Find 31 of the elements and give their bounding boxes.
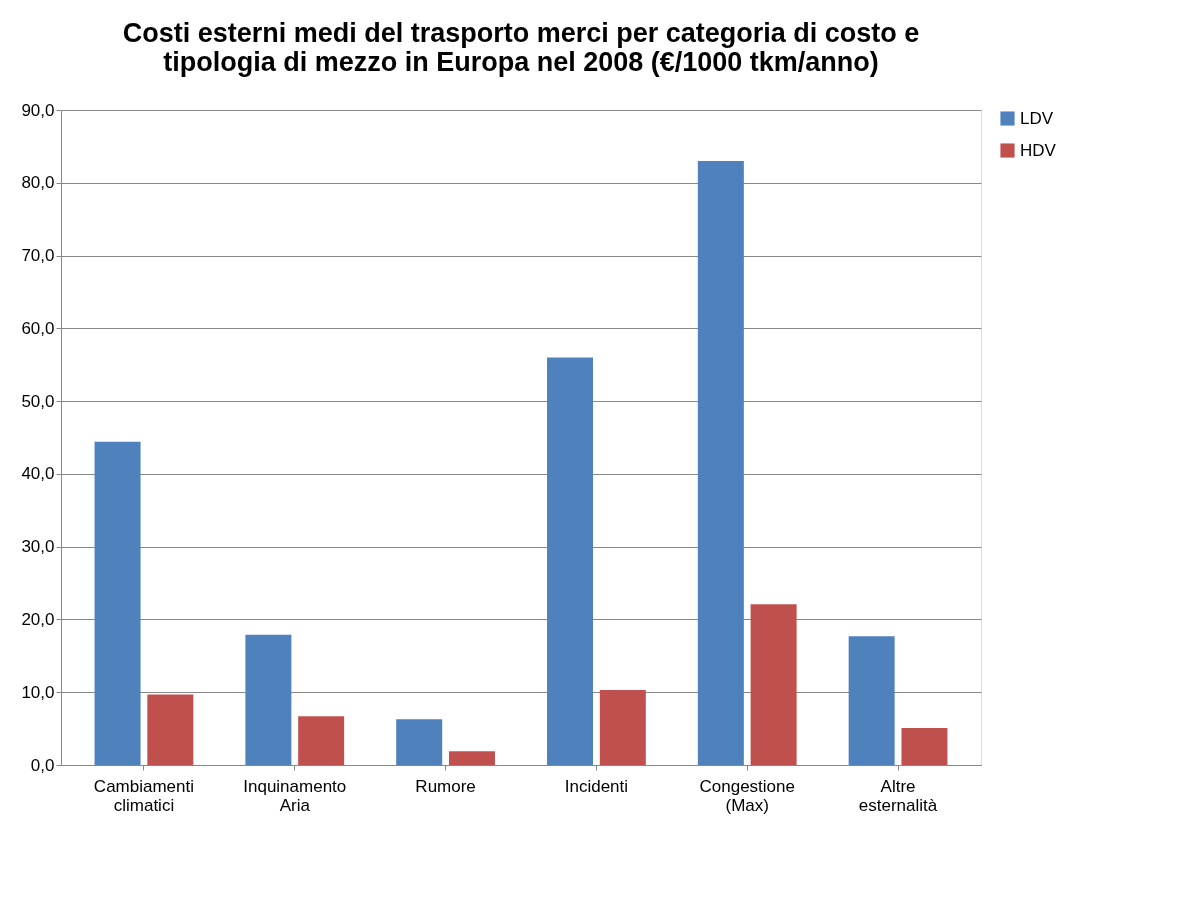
bar <box>599 690 646 765</box>
y-tick-label: 10,0 <box>21 682 55 702</box>
x-tick-label: Congestione (Max) <box>699 776 795 815</box>
y-tick-label: 40,0 <box>21 464 55 484</box>
bar <box>697 160 744 765</box>
y-tick-label: 80,0 <box>21 173 55 193</box>
legend-label: HDV <box>1020 140 1057 160</box>
bar <box>245 634 292 765</box>
bar <box>547 357 594 765</box>
x-tick-label: Altre esternalità <box>858 776 938 815</box>
x-tick-label: Rumore <box>415 776 476 796</box>
bar <box>901 727 948 765</box>
y-tick-label: 30,0 <box>21 537 55 557</box>
x-tick-label: Cambiamenti climatici <box>93 776 195 815</box>
y-tick-label: 0,0 <box>30 755 55 775</box>
y-tick-label: 60,0 <box>21 318 55 338</box>
bar <box>848 636 895 765</box>
x-tick-label: Inquinamento Aria <box>243 776 347 815</box>
x-tick-label: Incidenti <box>564 776 629 796</box>
y-tick-label: 50,0 <box>21 391 55 411</box>
y-tick-label: 20,0 <box>21 609 55 629</box>
chart-title: Costi esterni medi del trasporto merci per categoria di costo e tipologia di mezzo in Europa nel 2008 (€/1000 tkm/anno) <box>122 18 920 77</box>
bar <box>298 716 345 765</box>
bar <box>448 751 495 765</box>
legend-label: LDV <box>1020 108 1054 128</box>
y-tick-label: 90,0 <box>21 100 55 120</box>
y-tick-label: 70,0 <box>21 246 55 266</box>
bar <box>396 719 443 765</box>
bar <box>94 441 141 765</box>
bar <box>147 694 194 765</box>
bar <box>750 604 797 765</box>
